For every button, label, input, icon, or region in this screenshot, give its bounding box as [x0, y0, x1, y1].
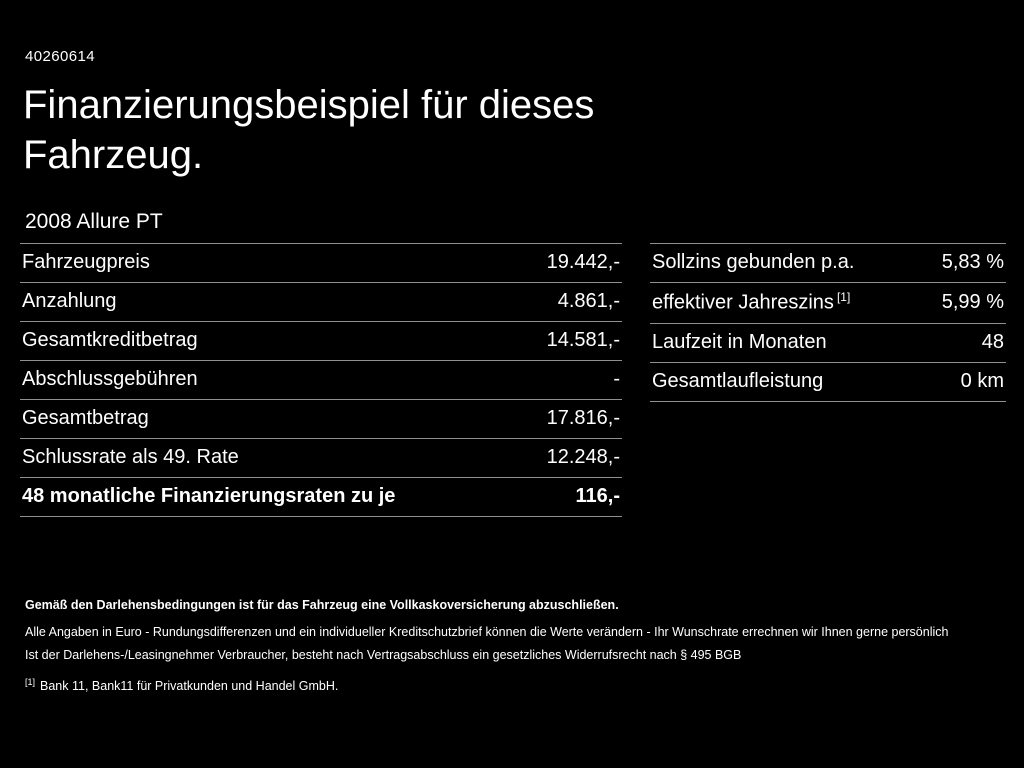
table-row-monthly-rate: 48 monatliche Finanzierungsraten zu je 1… [20, 477, 622, 517]
row-label: Gesamtbetrag [20, 399, 520, 439]
financing-tables: Fahrzeugpreis 19.442,- Anzahlung 4.861,-… [20, 243, 1006, 517]
row-label: Anzahlung [20, 282, 520, 322]
row-label: Sollzins gebunden p.a. [650, 243, 920, 283]
row-value: - [519, 360, 622, 400]
footer-footnote: [1] Bank 11, Bank11 für Privatkunden und … [25, 676, 990, 695]
footer-disclaimer-line2: Ist der Darlehens-/Leasingnehmer Verbrau… [25, 647, 742, 662]
row-label: effektiver Jahreszins [1] [650, 282, 920, 324]
table-row: Gesamtbetrag 17.816,- [20, 399, 622, 439]
footnote-marker: [1] [25, 676, 36, 687]
table-row: Gesamtlaufleistung 0 km [650, 361, 1006, 402]
row-label: Gesamtkreditbetrag [20, 321, 520, 361]
footnote-text: Bank 11, Bank11 für Privatkunden und Han… [40, 678, 339, 693]
row-label: 48 monatliche Finanzierungsraten zu je [20, 477, 520, 517]
row-label: Schlussrate als 49. Rate [20, 438, 520, 478]
table-row: Anzahlung 4.861,- [20, 282, 622, 322]
row-value: 5,83 % [919, 243, 1006, 283]
row-value: 17.816,- [519, 399, 622, 439]
financing-table-left: Fahrzeugpreis 19.442,- Anzahlung 4.861,-… [20, 243, 622, 517]
row-value: 116,- [519, 477, 622, 517]
footnote-reference: [1] [836, 290, 851, 304]
legal-footer: Gemäß den Darlehensbedingungen ist für d… [25, 597, 990, 695]
footer-insurance-note: Gemäß den Darlehensbedingungen ist für d… [25, 598, 619, 612]
row-value: 0 km [919, 361, 1006, 402]
footer-disclaimer-line1: Alle Angaben in Euro - Rundungsdifferenz… [25, 624, 949, 639]
row-value: 14.581,- [519, 321, 622, 361]
row-value: 5,99 % [919, 282, 1006, 324]
page-title: Finanzierungsbeispiel für dieses Fahrzeu… [23, 83, 595, 177]
row-label-text: effektiver Jahreszins [652, 291, 834, 314]
table-row: effektiver Jahreszins [1] 5,99 % [650, 282, 1006, 324]
table-row: Laufzeit in Monaten 48 [650, 322, 1006, 363]
table-row: Fahrzeugpreis 19.442,- [20, 243, 622, 283]
table-row: Sollzins gebunden p.a. 5,83 % [650, 243, 1006, 283]
table-row: Abschlussgebühren - [20, 360, 622, 400]
row-label: Gesamtlaufleistung [650, 361, 920, 402]
row-value: 12.248,- [519, 438, 622, 478]
financing-table-right: Sollzins gebunden p.a. 5,83 % effektiver… [650, 243, 1006, 402]
row-label: Fahrzeugpreis [20, 243, 520, 283]
row-value: 48 [919, 322, 1006, 363]
table-row: Schlussrate als 49. Rate 12.248,- [20, 438, 622, 478]
table-row: Gesamtkreditbetrag 14.581,- [20, 321, 622, 361]
row-label: Abschlussgebühren [20, 360, 520, 400]
row-label: Laufzeit in Monaten [650, 322, 920, 363]
vehicle-model-label: 2008 Allure PT [25, 210, 163, 233]
row-value: 19.442,- [519, 243, 622, 283]
row-value: 4.861,- [519, 282, 622, 322]
document-id: 40260614 [25, 48, 95, 65]
